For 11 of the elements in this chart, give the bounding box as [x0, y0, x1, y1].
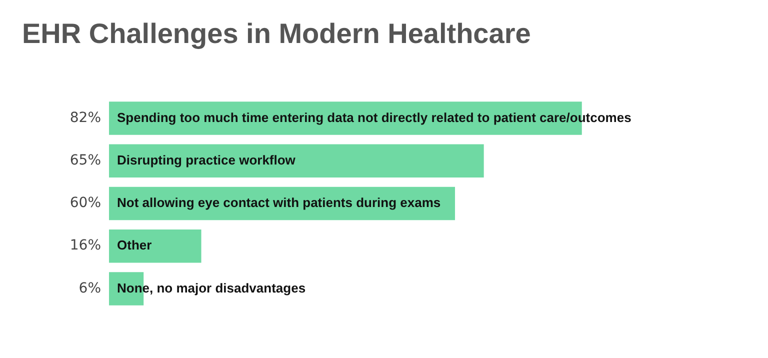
- data-label: 6%: [78, 280, 101, 296]
- y-tick-label: Not allowing eye contact with patients during exams: [117, 195, 441, 210]
- data-label: 60%: [70, 195, 101, 212]
- chart-title: EHR Challenges in Modern Healthcare: [22, 18, 531, 50]
- data-label: 16%: [70, 238, 101, 254]
- y-tick-label: Other: [117, 238, 152, 253]
- bar: [109, 229, 202, 263]
- data-label: 65%: [70, 152, 101, 169]
- data-label: 82%: [70, 110, 101, 126]
- y-tick-label: Disrupting practice workflow: [117, 152, 296, 168]
- bar: [109, 144, 484, 178]
